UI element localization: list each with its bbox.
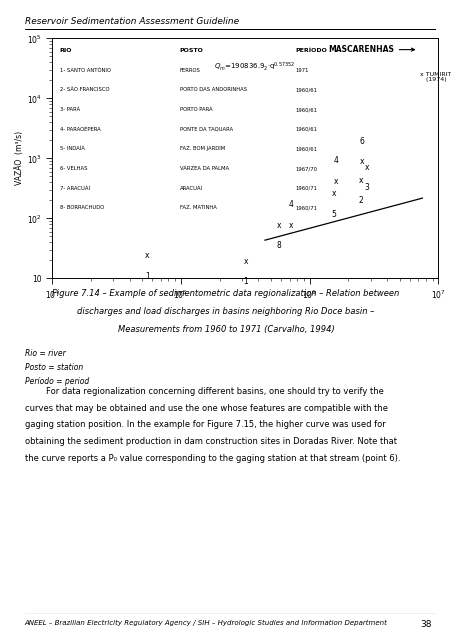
Text: Measurements from 1960 to 1971 (Carvalho, 1994): Measurements from 1960 to 1971 (Carvalho… [117, 325, 334, 334]
Text: RIO: RIO [60, 48, 72, 53]
Text: 4: 4 [288, 200, 293, 209]
Text: x TUMIRITINGA
   (1974): x TUMIRITINGA (1974) [419, 72, 451, 83]
Text: FAZ. MATINHA: FAZ. MATINHA [179, 205, 216, 211]
Text: PONTE DA TAQUARA: PONTE DA TAQUARA [179, 127, 232, 132]
Text: For data regionalization concerning different basins, one should try to verify t: For data regionalization concerning diff… [25, 387, 383, 396]
Text: ANEEL – Brazilian Electricity Regulatory Agency / SIH – Hydrologic Studies and I: ANEEL – Brazilian Electricity Regulatory… [25, 620, 387, 626]
Text: x: x [331, 189, 336, 198]
Text: 1960/61: 1960/61 [295, 127, 317, 132]
Text: 1971: 1971 [295, 68, 308, 73]
Y-axis label: VAZÃO  (m³/s): VAZÃO (m³/s) [15, 131, 24, 186]
Text: gaging station position. In the example for Figure 7.15, the higher curve was us: gaging station position. In the example … [25, 420, 385, 429]
Text: 3: 3 [364, 183, 369, 193]
Text: 8- BORRACHUDO: 8- BORRACHUDO [60, 205, 104, 211]
Text: ARACUÁÍ: ARACUÁÍ [179, 186, 202, 191]
Text: Rio = river: Rio = river [25, 349, 65, 358]
Text: 4: 4 [333, 156, 338, 165]
Text: 5- INDAÍÁ: 5- INDAÍÁ [60, 147, 84, 152]
Text: Posto = station: Posto = station [25, 363, 83, 372]
Text: x: x [364, 163, 368, 172]
Text: 1960/71: 1960/71 [295, 205, 317, 211]
Text: 6- VELHAS: 6- VELHAS [60, 166, 87, 171]
Text: 38: 38 [419, 620, 431, 628]
Text: 8: 8 [276, 241, 281, 250]
Text: 3- PARÁ: 3- PARÁ [60, 107, 80, 112]
Text: Figure 7.14 – Example of sedimentometric data regionalization – Relation between: Figure 7.14 – Example of sedimentometric… [52, 289, 399, 298]
Text: 6: 6 [359, 137, 364, 146]
Text: obtaining the sediment production in dam construction sites in Doradas River. No: obtaining the sediment production in dam… [25, 437, 396, 446]
Text: FERROS: FERROS [179, 68, 200, 73]
Text: 1: 1 [243, 277, 248, 286]
Text: x: x [288, 221, 293, 230]
Text: 1- SANTO ANTÔNIO: 1- SANTO ANTÔNIO [60, 68, 110, 73]
Text: POSTO: POSTO [179, 48, 203, 53]
Text: $Q_m$=190836.9$_2$$\cdot$q$^{0.57352}$: $Q_m$=190836.9$_2$$\cdot$q$^{0.57352}$ [214, 60, 295, 72]
Text: x: x [145, 252, 149, 260]
Text: the curve reports a P₀ value corresponding to the gaging station at that stream : the curve reports a P₀ value correspondi… [25, 454, 400, 463]
Text: 1960/61: 1960/61 [295, 88, 317, 92]
Text: x: x [333, 177, 337, 186]
Text: curves that may be obtained and use the one whose features are compatible with t: curves that may be obtained and use the … [25, 404, 387, 413]
Text: x: x [243, 257, 248, 266]
Text: VÁRZEA DA PALMA: VÁRZEA DA PALMA [179, 166, 228, 171]
Text: PORTO PARÁ: PORTO PARÁ [179, 107, 212, 112]
Text: Reservoir Sedimentation Assessment Guideline: Reservoir Sedimentation Assessment Guide… [25, 17, 239, 26]
Text: FAZ. BOM JARDIM: FAZ. BOM JARDIM [179, 147, 224, 152]
Text: PERÍODO: PERÍODO [295, 48, 327, 53]
Text: 1: 1 [145, 272, 149, 281]
Text: MASCARENHAS: MASCARENHAS [327, 45, 414, 54]
Text: 5: 5 [331, 210, 336, 219]
Text: x: x [358, 176, 362, 185]
Text: 1960/61: 1960/61 [295, 107, 317, 112]
Text: 1960/71: 1960/71 [295, 186, 317, 191]
Text: 2- SÃO FRANCISCO: 2- SÃO FRANCISCO [60, 88, 109, 92]
Text: 1960/61: 1960/61 [295, 147, 317, 152]
Text: 1967/70: 1967/70 [295, 166, 317, 171]
Text: Período = period: Período = period [25, 377, 89, 386]
Text: x: x [276, 221, 281, 230]
Text: PORTO DAS ANDORINHAS: PORTO DAS ANDORINHAS [179, 88, 246, 92]
Text: 7- ARACUÁÍ: 7- ARACUÁÍ [60, 186, 89, 191]
Text: discharges and load discharges in basins neighboring Rio Doce basin –: discharges and load discharges in basins… [77, 307, 374, 316]
Text: 2: 2 [358, 196, 363, 205]
Text: 4- PARAOÉPERA: 4- PARAOÉPERA [60, 127, 100, 132]
Text: x: x [359, 157, 364, 166]
